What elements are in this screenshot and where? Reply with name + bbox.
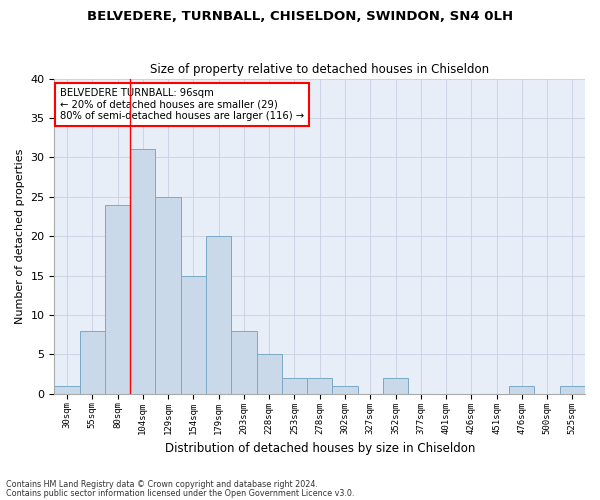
Y-axis label: Number of detached properties: Number of detached properties	[15, 148, 25, 324]
Bar	[55, 386, 80, 394]
Bar	[383, 378, 408, 394]
Bar	[130, 150, 155, 394]
Bar	[509, 386, 535, 394]
Bar	[560, 386, 585, 394]
Bar	[282, 378, 307, 394]
Bar	[231, 330, 257, 394]
Bar	[155, 197, 181, 394]
Bar	[307, 378, 332, 394]
Text: Contains public sector information licensed under the Open Government Licence v3: Contains public sector information licen…	[6, 488, 355, 498]
Text: Contains HM Land Registry data © Crown copyright and database right 2024.: Contains HM Land Registry data © Crown c…	[6, 480, 318, 489]
Title: Size of property relative to detached houses in Chiseldon: Size of property relative to detached ho…	[150, 63, 489, 76]
Bar	[105, 204, 130, 394]
Bar	[332, 386, 358, 394]
Bar	[181, 276, 206, 394]
Bar	[257, 354, 282, 394]
Bar	[80, 330, 105, 394]
Text: BELVEDERE, TURNBALL, CHISELDON, SWINDON, SN4 0LH: BELVEDERE, TURNBALL, CHISELDON, SWINDON,…	[87, 10, 513, 23]
X-axis label: Distribution of detached houses by size in Chiseldon: Distribution of detached houses by size …	[164, 442, 475, 455]
Bar	[206, 236, 231, 394]
Text: BELVEDERE TURNBALL: 96sqm
← 20% of detached houses are smaller (29)
80% of semi-: BELVEDERE TURNBALL: 96sqm ← 20% of detac…	[60, 88, 304, 121]
